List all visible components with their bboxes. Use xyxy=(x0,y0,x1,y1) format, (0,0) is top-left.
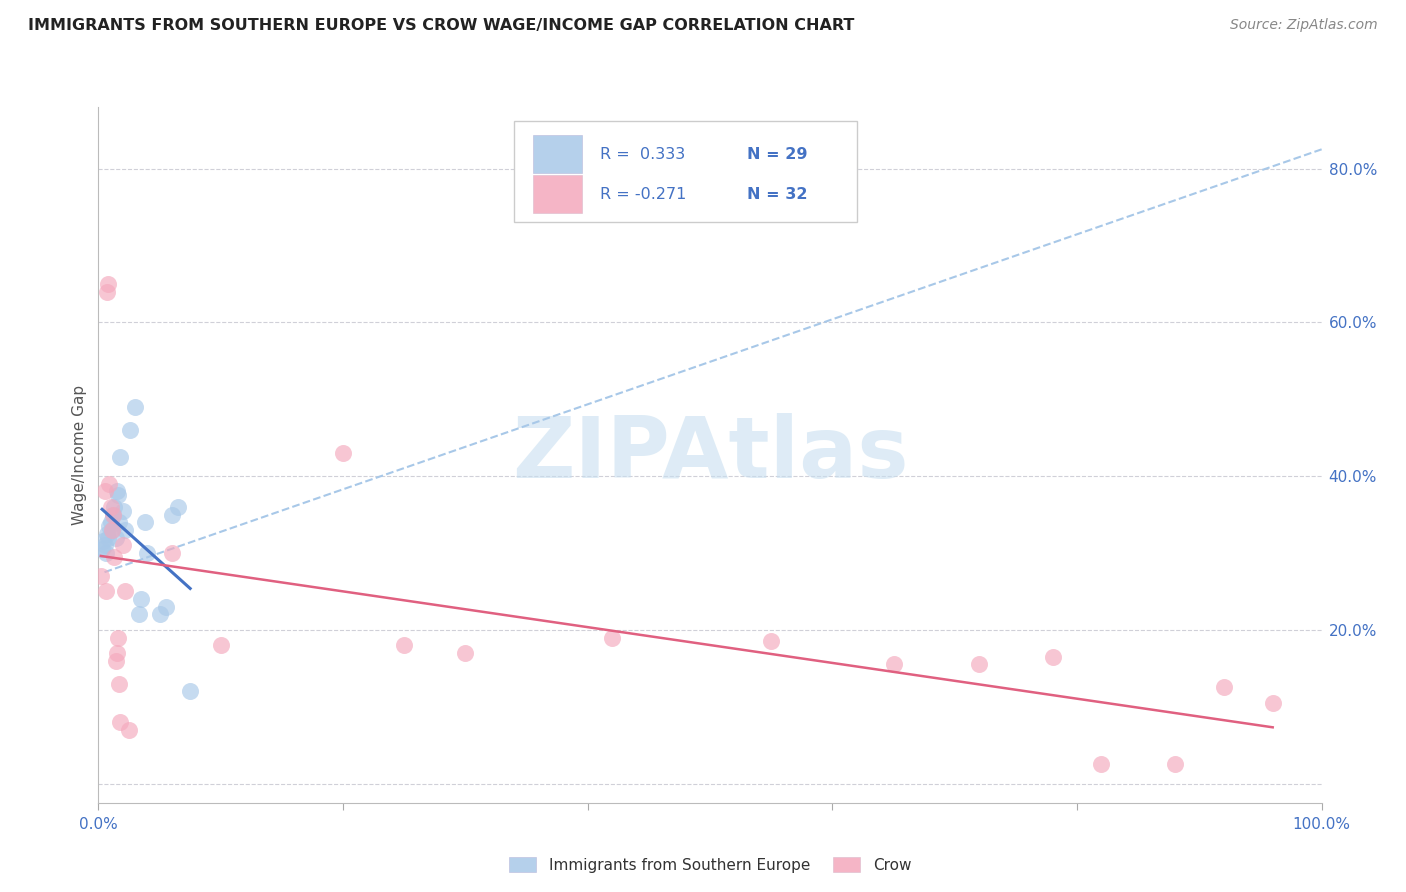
Point xyxy=(1261,696,1284,710)
Point xyxy=(96,285,118,299)
Point xyxy=(110,715,132,730)
Point xyxy=(94,546,117,560)
Text: Source: ZipAtlas.com: Source: ZipAtlas.com xyxy=(1230,18,1378,32)
Point xyxy=(101,508,124,522)
Point xyxy=(128,607,150,622)
Point xyxy=(160,508,183,522)
Point xyxy=(167,500,190,514)
Bar xyxy=(533,136,582,173)
Text: ZIPAtlas: ZIPAtlas xyxy=(512,413,908,497)
Point xyxy=(883,657,905,672)
Point xyxy=(179,684,201,698)
Point xyxy=(104,654,127,668)
Point xyxy=(108,676,131,690)
Text: IMMIGRANTS FROM SOUTHERN EUROPE VS CROW WAGE/INCOME GAP CORRELATION CHART: IMMIGRANTS FROM SOUTHERN EUROPE VS CROW … xyxy=(28,18,855,33)
Point xyxy=(96,526,118,541)
Bar xyxy=(533,175,582,213)
Point xyxy=(105,646,128,660)
Point xyxy=(600,631,623,645)
Point xyxy=(93,538,115,552)
Point xyxy=(97,277,120,291)
Point xyxy=(111,538,134,552)
Point xyxy=(761,634,783,648)
Y-axis label: Wage/Income Gap: Wage/Income Gap xyxy=(72,384,87,525)
Point xyxy=(105,484,128,499)
Point xyxy=(967,657,990,672)
Point xyxy=(103,549,125,564)
Point xyxy=(97,531,120,545)
Point xyxy=(107,488,129,502)
Point xyxy=(332,446,354,460)
Text: N = 32: N = 32 xyxy=(747,186,807,202)
Point xyxy=(103,500,125,514)
Point xyxy=(98,476,121,491)
Point xyxy=(101,508,124,522)
Text: R = -0.271: R = -0.271 xyxy=(600,186,686,202)
Point xyxy=(118,723,141,737)
Text: R =  0.333: R = 0.333 xyxy=(600,147,685,161)
Point xyxy=(160,546,183,560)
Point xyxy=(149,607,172,622)
Point xyxy=(94,584,117,599)
Point xyxy=(1042,649,1064,664)
Point xyxy=(91,534,114,549)
Point xyxy=(114,584,136,599)
Point xyxy=(111,503,134,517)
Point xyxy=(1164,757,1187,772)
Point xyxy=(93,484,115,499)
Point xyxy=(91,542,114,557)
Point xyxy=(129,592,152,607)
Point xyxy=(114,523,136,537)
Text: N = 29: N = 29 xyxy=(747,147,807,161)
Point xyxy=(101,523,124,537)
Point xyxy=(100,515,122,529)
Point xyxy=(454,646,477,660)
Point xyxy=(90,569,112,583)
Legend: Immigrants from Southern Europe, Crow: Immigrants from Southern Europe, Crow xyxy=(503,850,917,879)
Point xyxy=(136,546,159,560)
Point xyxy=(100,500,122,514)
Point xyxy=(1212,681,1234,695)
Point xyxy=(134,515,156,529)
Point xyxy=(209,638,232,652)
Point xyxy=(155,599,177,614)
Point xyxy=(1090,757,1112,772)
Point xyxy=(101,523,124,537)
Point xyxy=(108,515,131,529)
Point xyxy=(107,631,129,645)
FancyBboxPatch shape xyxy=(515,121,856,222)
Point xyxy=(392,638,416,652)
Point xyxy=(120,423,142,437)
Point xyxy=(104,531,127,545)
Point xyxy=(124,400,146,414)
Point xyxy=(98,519,121,533)
Point xyxy=(110,450,132,464)
